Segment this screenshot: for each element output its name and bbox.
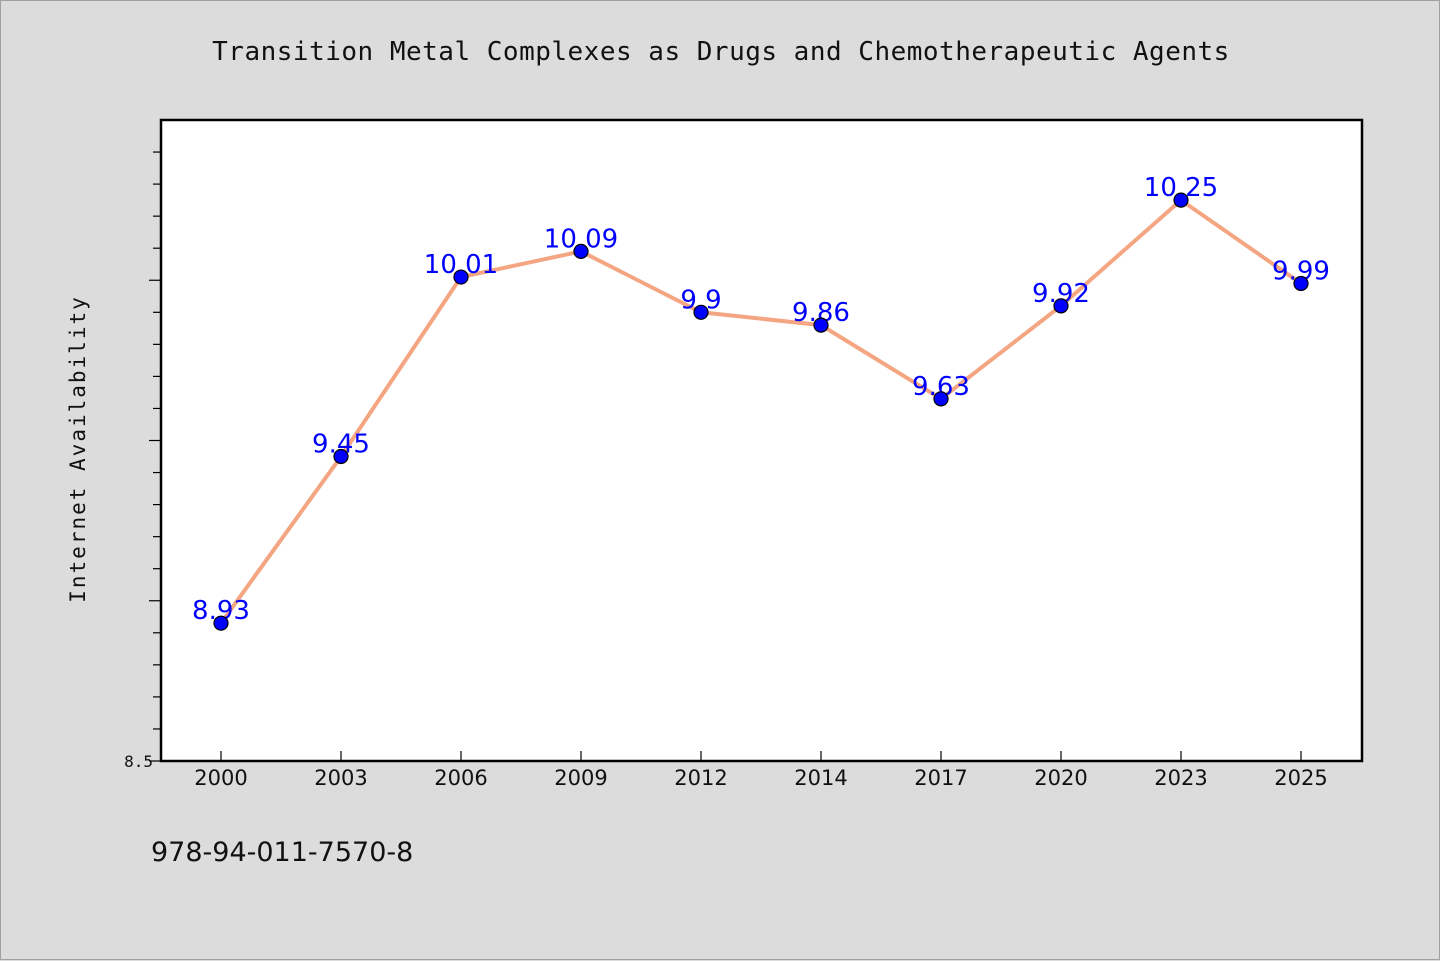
x-tick-label: 2003 (314, 766, 367, 790)
x-tick-label: 2017 (914, 766, 967, 790)
isbn-text: 978-94-011-7570-8 (151, 837, 414, 868)
x-tick-label: 2000 (194, 766, 247, 790)
chart-title: Transition Metal Complexes as Drugs and … (212, 37, 1230, 67)
y-axis-ticks: 8.5 (124, 151, 161, 771)
data-point (213, 615, 229, 631)
series-line (219, 198, 1303, 625)
x-tick-label: 2012 (674, 766, 727, 790)
data-point (453, 269, 469, 285)
data-point (693, 304, 709, 320)
data-point (333, 448, 349, 465)
data-point (573, 243, 589, 260)
x-axis-ticks: 2000 2003 2006 2009 2012 2014 2017 2020 2023 2025 (194, 751, 1328, 790)
data-point (933, 391, 949, 407)
x-tick-label: 2020 (1034, 766, 1087, 790)
x-tick-label: 2023 (1154, 766, 1207, 790)
plot-area (159, 118, 1364, 763)
x-tick-label: 2025 (1274, 766, 1327, 790)
x-tick-label: 2009 (554, 766, 607, 790)
data-point (813, 317, 829, 333)
data-markers (213, 192, 1309, 631)
x-tick-label: 2006 (434, 766, 487, 790)
x-tick-label: 2014 (794, 766, 847, 790)
data-point (1173, 192, 1189, 208)
y-tick-label: 8.5 (124, 752, 153, 771)
data-point (1053, 298, 1069, 314)
data-point (1293, 275, 1309, 292)
